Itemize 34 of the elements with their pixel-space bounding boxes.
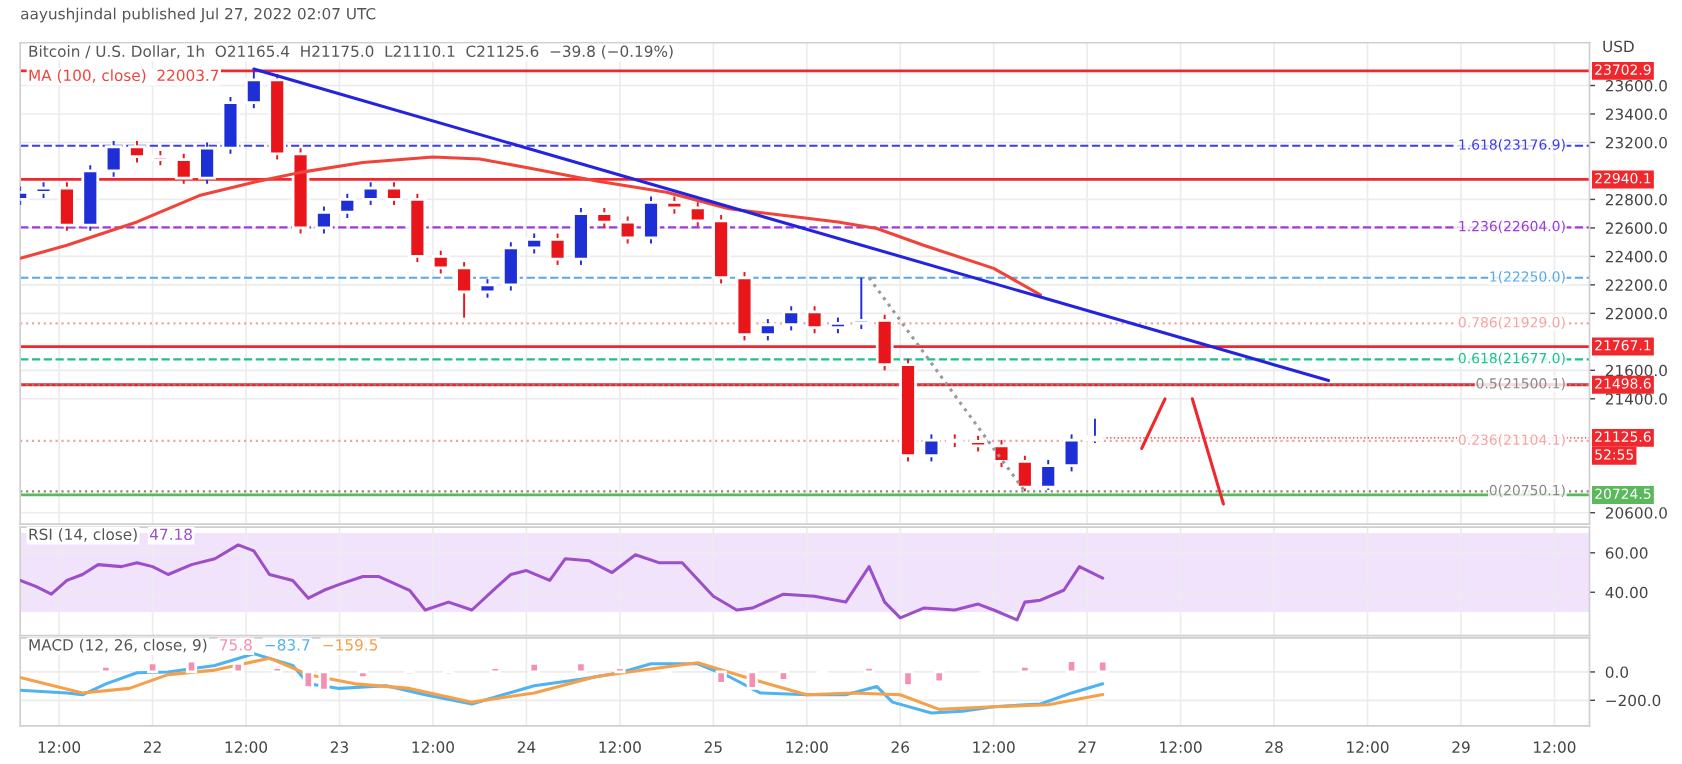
candlestick bbox=[501, 241, 520, 292]
candlestick bbox=[431, 249, 450, 275]
candlestick bbox=[221, 95, 240, 155]
candlestick bbox=[128, 140, 146, 164]
candlestick bbox=[361, 181, 380, 207]
candlestick bbox=[688, 201, 707, 228]
candlestick bbox=[385, 181, 403, 207]
candlestick bbox=[548, 232, 567, 266]
candlestick bbox=[758, 318, 777, 342]
candlestick bbox=[992, 439, 1011, 469]
candlestick bbox=[198, 141, 216, 185]
candlestick bbox=[1039, 459, 1058, 491]
candlestick bbox=[174, 152, 193, 185]
candlestick bbox=[852, 276, 871, 330]
line-series bbox=[20, 543, 1105, 622]
candlestick bbox=[595, 207, 614, 229]
candlestick bbox=[525, 232, 544, 255]
candlestick bbox=[875, 313, 894, 372]
candlestick bbox=[1086, 417, 1104, 444]
candlestick bbox=[642, 195, 660, 245]
candlestick bbox=[782, 305, 801, 332]
candlestick bbox=[104, 140, 123, 178]
candlestick bbox=[572, 207, 590, 266]
candlestick bbox=[338, 192, 357, 219]
candlestick bbox=[478, 278, 497, 299]
candlestick bbox=[58, 181, 76, 232]
candlestick bbox=[618, 215, 637, 245]
candlestick bbox=[922, 433, 941, 463]
candlestick bbox=[1062, 433, 1081, 473]
candlestick bbox=[455, 261, 473, 319]
candlestick bbox=[315, 205, 333, 235]
line-series bbox=[20, 155, 1042, 297]
candlestick bbox=[805, 305, 824, 335]
candlestick bbox=[1015, 454, 1034, 493]
